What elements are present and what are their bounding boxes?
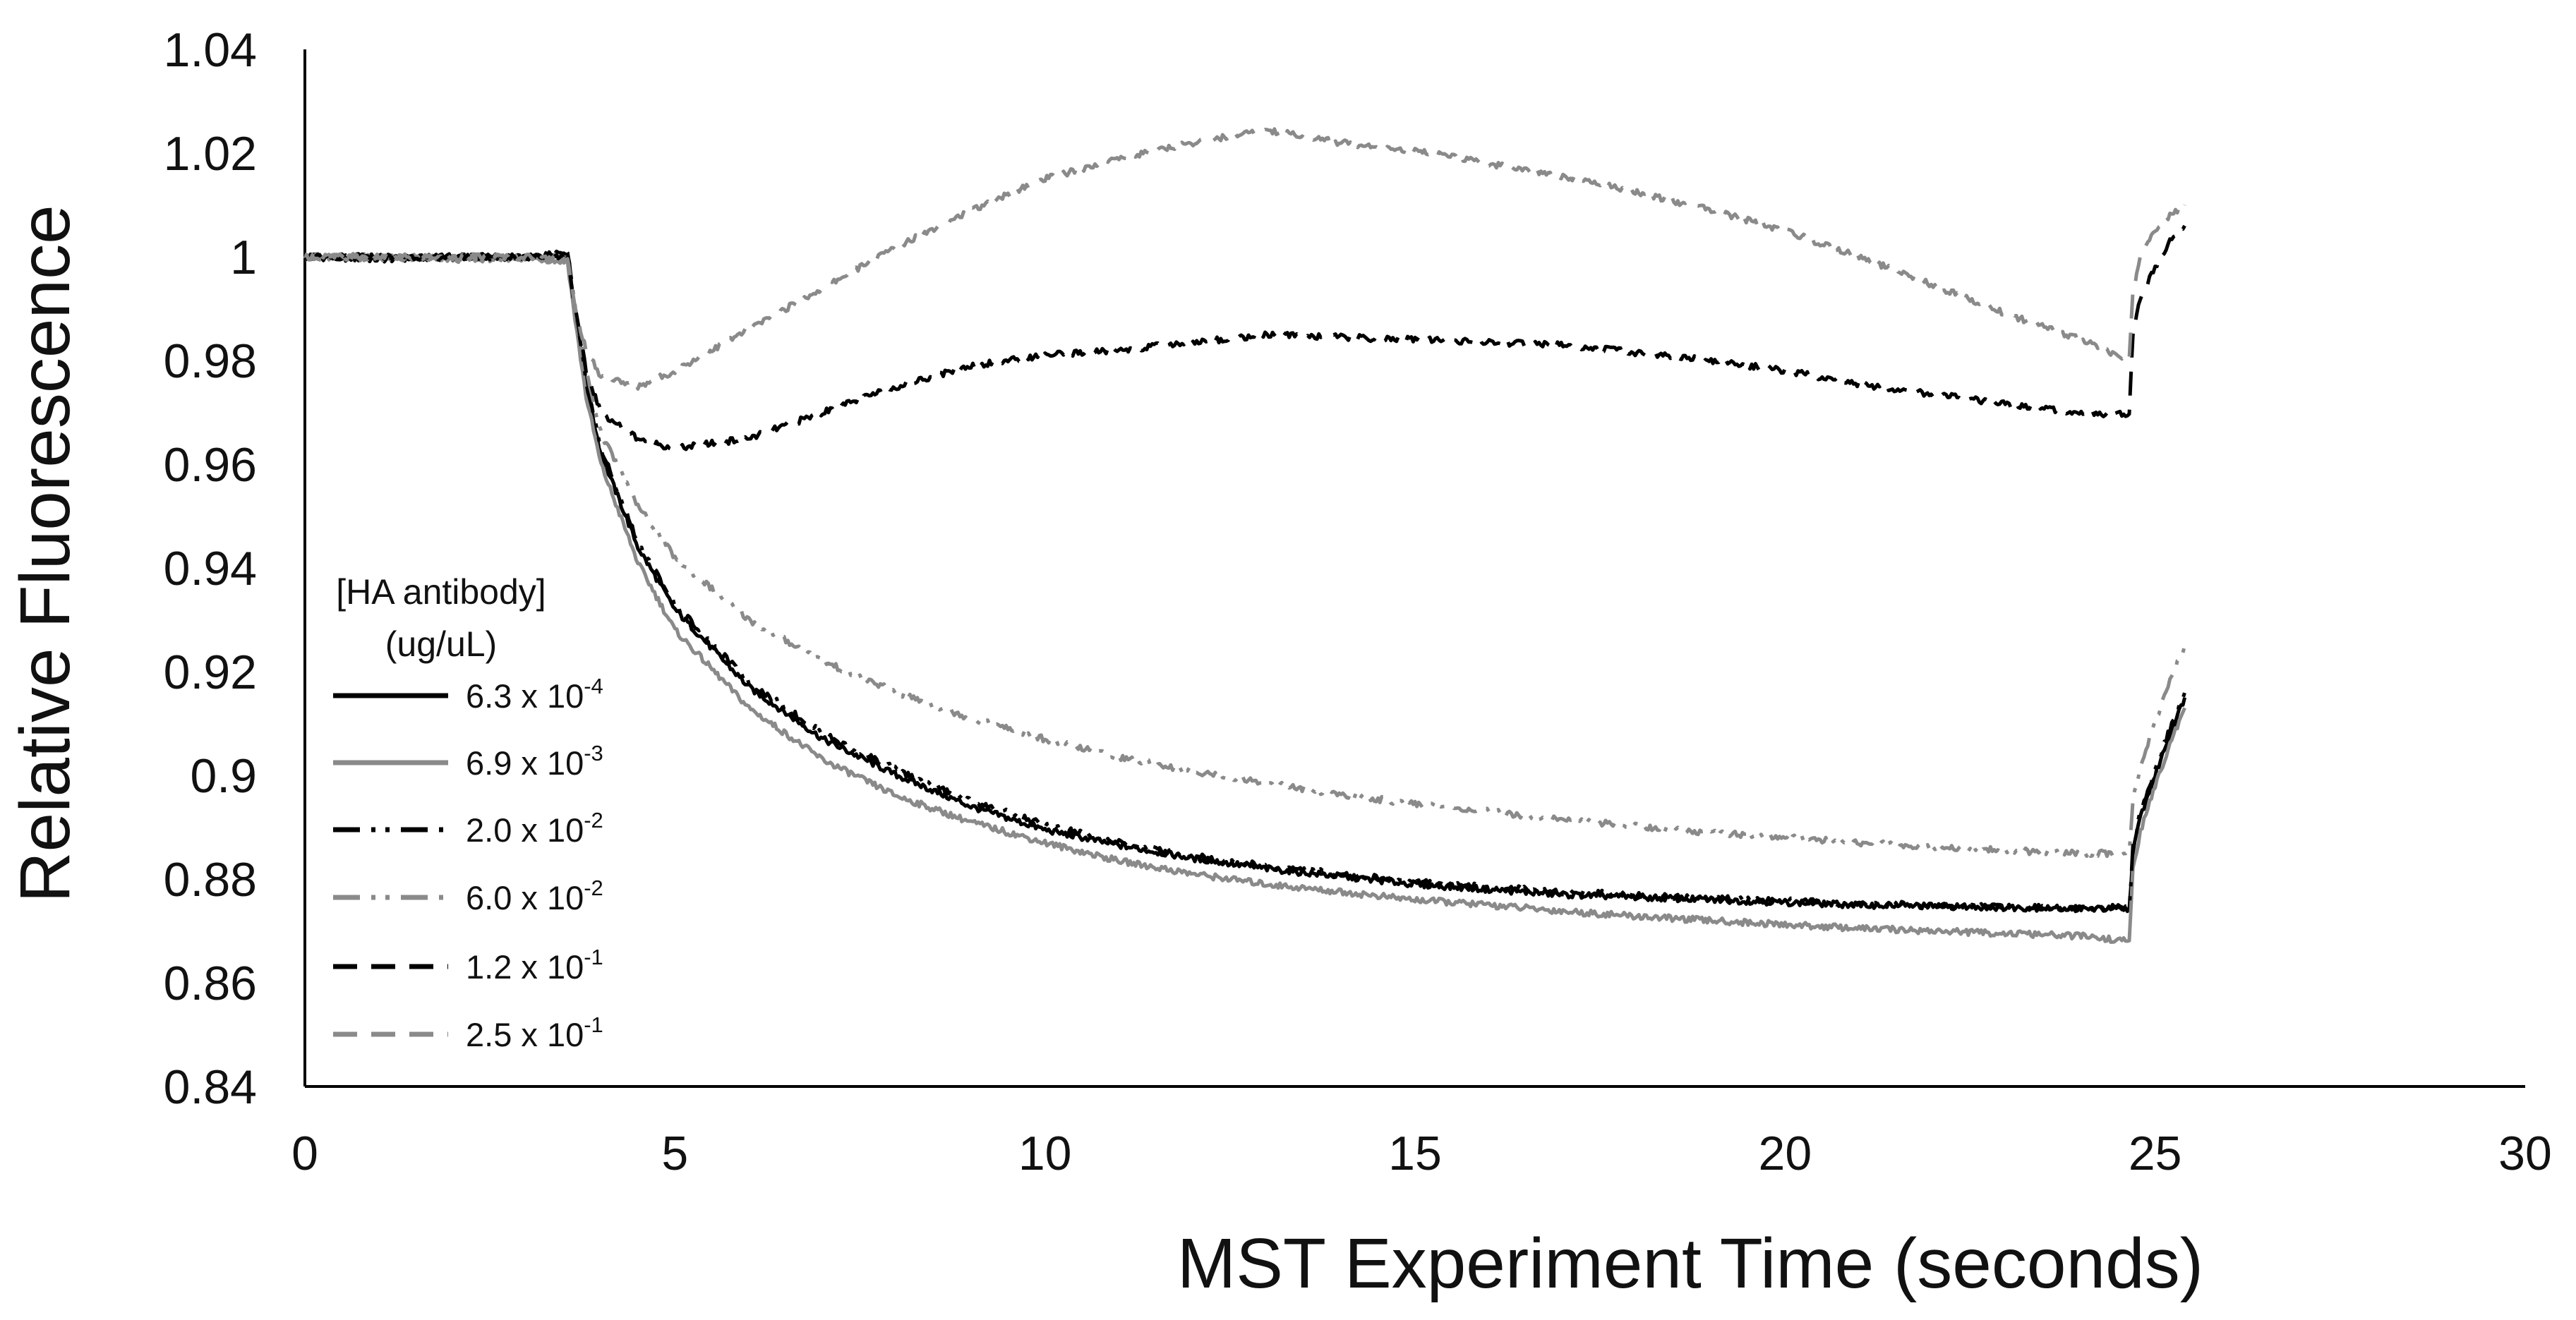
series-line-4 [303, 252, 2187, 859]
legend-label-3: 2.0 x 10-2 [466, 808, 603, 849]
legend-label-exponent: -2 [584, 876, 603, 900]
x-tick-label: 20 [1759, 1127, 1812, 1180]
y-tick-label: 0.92 [164, 646, 257, 699]
x-tick-label: 25 [2129, 1127, 2182, 1180]
legend-label-4: 6.0 x 10-2 [466, 876, 603, 916]
x-tick-label: 10 [1018, 1127, 1072, 1180]
x-tick-label: 0 [291, 1127, 318, 1180]
legend: [HA antibody] (ug/uL) 6.3 x 10-4 6.9 x 10-3… [333, 572, 603, 1053]
legend-title-line-1: [HA antibody] [336, 572, 546, 612]
y-tick-label: 1.04 [164, 23, 257, 77]
y-tick-label: 0.96 [164, 438, 257, 492]
legend-title-line-2: (ug/uL) [385, 624, 497, 664]
legend-label-1: 6.3 x 10-4 [466, 674, 603, 715]
legend-label-exponent: -4 [584, 674, 603, 698]
series-line-2 [304, 252, 2186, 944]
legend-label-5: 1.2 x 10-1 [466, 945, 603, 986]
legend-label-base: 1.2 x 10 [466, 948, 584, 986]
legend-label-exponent: -3 [584, 741, 603, 765]
y-tick-label: 0.86 [164, 957, 257, 1010]
x-tick-label: 15 [1388, 1127, 1442, 1180]
y-axis-title: Relative Fluorescence [6, 205, 85, 902]
series-line-6 [303, 127, 2186, 391]
legend-label-exponent: -2 [584, 808, 603, 832]
legend-label-base: 2.0 x 10 [466, 811, 584, 849]
legend-label-base: 6.3 x 10 [466, 677, 584, 715]
y-tick-label: 0.9 [190, 749, 257, 803]
legend-label-6: 2.5 x 10-1 [466, 1012, 603, 1053]
y-tick-label: 0.84 [164, 1060, 257, 1114]
x-tick-label: 30 [2498, 1127, 2552, 1180]
legend-label-base: 6.0 x 10 [466, 879, 584, 916]
y-tick-label: 1.02 [164, 127, 257, 181]
y-tick-label: 0.98 [164, 334, 257, 388]
legend-label-base: 2.5 x 10 [466, 1016, 584, 1053]
series-lines [303, 127, 2187, 944]
legend-label-exponent: -1 [584, 945, 603, 969]
x-tick-label: 5 [661, 1127, 688, 1180]
x-axis-title: MST Experiment Time (seconds) [1177, 1224, 2203, 1303]
legend-label-2: 6.9 x 10-3 [466, 741, 603, 782]
series-line-3 [303, 248, 2186, 913]
y-tick-label: 0.94 [164, 542, 257, 595]
legend-label-base: 6.9 x 10 [466, 744, 584, 782]
series-line-5 [304, 224, 2186, 452]
legend-label-exponent: -1 [584, 1012, 603, 1037]
y-tick-label: 0.88 [164, 853, 257, 907]
axes: 0.84 0.86 0.88 0.9 0.92 0.94 0.96 0.98 1 1.02 1.04… [164, 23, 2552, 1180]
y-tick-label: 1 [230, 231, 257, 284]
